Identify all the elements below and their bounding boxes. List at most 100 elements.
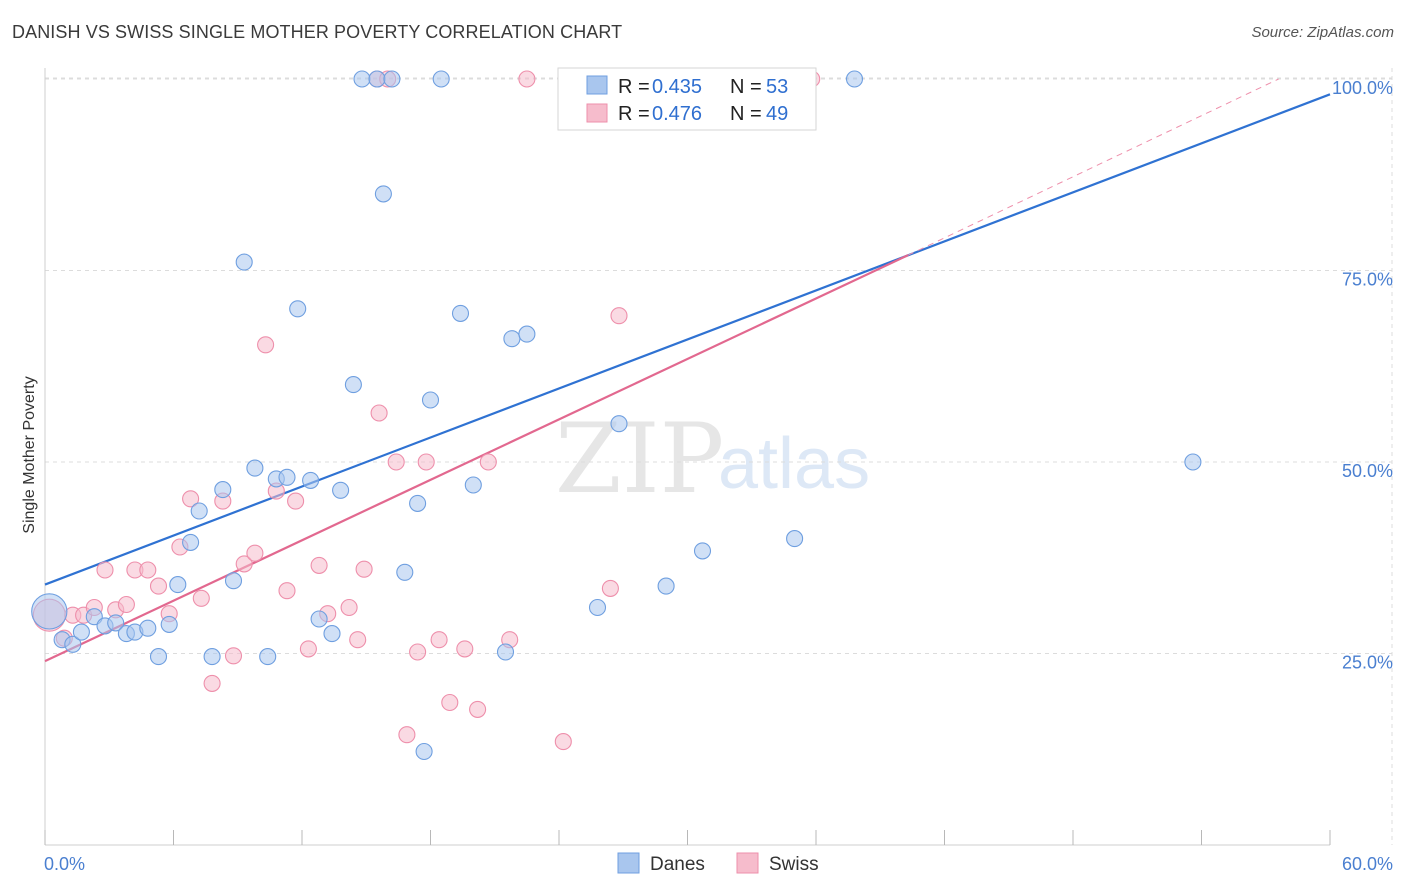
danes-point [610,415,628,433]
danes-point [518,325,536,343]
grid-lines [45,68,1393,845]
danes-point [182,533,200,551]
danes-point [203,648,221,666]
danes-point [503,330,521,348]
swiss-point [182,490,200,508]
danes-point [451,304,470,322]
danes-point [235,253,253,271]
danes-point [432,70,450,88]
danes-point [246,459,264,477]
swiss-point [310,556,328,574]
danes-point [31,593,68,630]
swiss-trend-line [44,254,909,663]
swiss-point [117,595,135,614]
swiss-point [417,453,435,471]
danes-point [693,542,712,560]
y-tick-label: 75.0% [1342,270,1393,290]
danes-point [374,185,392,203]
swiss-point [139,561,157,579]
y-tick-label: 25.0% [1342,653,1393,673]
swiss-r-label: R = [618,103,650,125]
danes-point [214,481,232,499]
x-tick-label: 0.0% [44,854,85,874]
danes-point [368,70,386,88]
danes-r-label: R = [618,76,650,98]
swiss-point [287,492,305,510]
danes-point [139,619,157,637]
swiss-trend-extension [907,78,1279,256]
legend-danes-label: Danes [650,854,705,875]
swiss-point [601,579,619,597]
watermark-zip: ZIP [555,403,724,515]
stats-legend: R = 0.435 N = 53 R = 0.476 N = 49 [557,67,817,131]
danes-point [72,623,90,641]
swiss-point [479,453,497,471]
danes-point [464,476,482,494]
danes-r-value: 0.435 [652,76,702,98]
swiss-point [203,674,221,692]
swiss-point [340,598,358,617]
swiss-point [349,631,367,649]
danes-point [64,635,82,653]
watermark-atlas: atlas [718,424,870,504]
trend-lines [44,78,1331,663]
swiss-point [398,726,416,744]
danes-point [845,70,864,88]
chart-title: DANISH VS SWISS SINGLE MOTHER POVERTY CO… [12,22,623,42]
danes-point [344,376,362,394]
danes-point [310,610,328,628]
source-label: Source: ZipAtlas.com [1251,24,1394,41]
danes-point [415,742,433,761]
danes-point [353,70,371,88]
swiss-point [299,640,317,658]
swiss-point [235,555,253,573]
swiss-point [430,631,448,649]
danes-point [160,615,178,633]
swiss-point [278,582,296,600]
danes-point [302,471,320,489]
danes-n-value: 53 [766,76,788,98]
swiss-point [441,693,459,712]
swiss-point [355,560,373,578]
danes-point [409,494,427,512]
danes-point [496,643,515,661]
danes-point [149,648,168,666]
series-legend: Danes Swiss [617,852,819,875]
danes-point [289,300,307,318]
danes-n-label: N = [730,76,762,98]
swiss-point [387,453,405,471]
danes-point [1184,453,1202,471]
danes-point [588,598,607,617]
swiss-point [409,643,427,661]
swiss-point [456,640,474,658]
swiss-n-label: N = [730,103,762,125]
legend-swiss-swatch [736,852,759,874]
danes-point [332,481,350,499]
swiss-point [469,700,487,718]
swiss-point [370,404,388,422]
swiss-point [149,577,168,595]
danes-point [190,502,208,520]
x-tick-labels: 0.0% 60.0% [44,854,1393,874]
y-tick-label: 100.0% [1332,78,1393,98]
danes-trend-line [44,93,1331,586]
danes-point [259,648,277,666]
danes-point [278,468,296,486]
swiss-point [518,70,536,88]
swiss-n-value: 49 [766,103,788,125]
legend-danes-swatch [617,852,640,874]
danes-point [657,577,675,595]
danes-point [107,614,125,632]
y-tick-label: 50.0% [1342,461,1393,481]
swiss-point [246,544,264,562]
legend-swiss-label: Swiss [769,854,819,875]
swiss-point [610,307,628,325]
danes-point [396,563,414,581]
axes [44,68,1331,846]
danes-point [421,391,440,409]
danes-point [169,576,187,594]
swiss-point [257,336,275,354]
swiss-point [224,647,243,665]
swiss-swatch [586,103,608,123]
